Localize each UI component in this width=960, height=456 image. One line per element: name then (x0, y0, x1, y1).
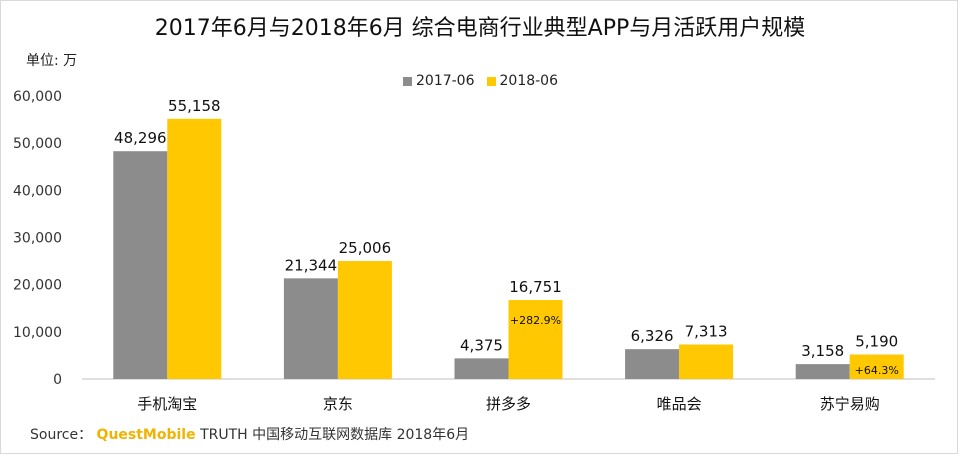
bar-2017-06-2 (454, 358, 509, 379)
bar-2018-06-3 (679, 344, 734, 379)
data-label: 5,190 (855, 333, 898, 351)
growth-annotation: +64.3% (855, 364, 899, 377)
bar-2017-06-4 (795, 364, 850, 379)
y-tick-label: 20,000 (13, 278, 62, 294)
category-label: 拼多多 (486, 395, 531, 413)
chart-title: 2017年6月与2018年6月 综合电商行业典型APP与月活跃用户规模 (154, 16, 806, 41)
bar-2018-06-4 (849, 354, 904, 379)
bar-2018-06-0 (167, 118, 222, 379)
legend-item-2017: 2017-06 (403, 73, 475, 89)
data-label: 48,296 (114, 129, 167, 147)
source-line: Source： QuestMobile TRUTH 中国移动互联网数据库 201… (30, 424, 469, 444)
legend-swatch-2018 (486, 76, 496, 86)
data-label: 21,344 (285, 256, 338, 274)
category-label: 手机淘宝 (137, 395, 197, 413)
bar-2017-06-3 (625, 349, 680, 379)
bar-2018-06-2 (508, 299, 563, 379)
legend-label-2017: 2017-06 (416, 73, 475, 89)
data-label: 3,158 (801, 342, 844, 360)
legend-swatch-2017 (403, 76, 412, 86)
data-label: 4,375 (460, 336, 503, 354)
source-brand: QuestMobile (96, 427, 196, 443)
category-label: 京东 (323, 395, 353, 413)
data-label: 25,006 (339, 239, 392, 257)
legend-label-2018: 2018-06 (499, 73, 559, 89)
unit-label: 单位: 万 (26, 53, 78, 69)
legend: 2017-06 2018-06 (403, 73, 570, 89)
source-rest: TRUTH 中国移动互联网数据库 2018年6月 (200, 427, 470, 443)
data-label: 7,313 (685, 323, 728, 341)
data-label: 16,751 (509, 278, 562, 296)
y-tick-label: 0 (53, 372, 62, 388)
data-label: 55,158 (168, 97, 221, 115)
category-label: 苏宁易购 (820, 395, 880, 413)
y-tick-label: 50,000 (13, 136, 62, 152)
bar-2017-06-1 (283, 278, 338, 379)
growth-annotation: +282.9% (510, 314, 561, 327)
y-tick-label: 60,000 (13, 89, 62, 105)
y-tick-label: 10,000 (13, 325, 62, 341)
bar-2017-06-0 (113, 151, 168, 379)
y-tick-label: 40,000 (13, 183, 62, 199)
category-label: 唯品会 (657, 395, 702, 413)
y-tick-label: 30,000 (13, 231, 62, 247)
source-prefix: Source： (30, 427, 93, 443)
bar-2018-06-1 (337, 261, 392, 379)
legend-item-2018: 2018-06 (486, 73, 559, 89)
data-label: 6,326 (631, 327, 674, 345)
